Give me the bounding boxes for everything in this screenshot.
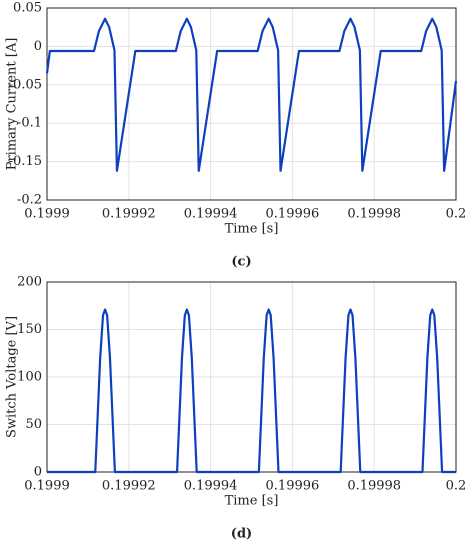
x-tick-label: 0.19992 [102, 479, 156, 494]
x-tick-label: 0.1999 [24, 479, 70, 494]
x-tick-label: 0.19998 [347, 207, 401, 222]
data-line [45, 17, 458, 172]
y-tick-label: -0.2 [17, 193, 42, 208]
y-tick-label: -0.1 [17, 116, 42, 131]
y-tick-label: 150 [17, 322, 42, 337]
x-tick-label: 0.1999 [24, 207, 70, 222]
x-tick-label: 0.2 [446, 479, 466, 494]
y-axis-label: Switch Voltage [V] [5, 316, 20, 438]
y-tick-label: 50 [25, 417, 42, 432]
y-tick-label: 100 [17, 370, 42, 385]
y-tick-label: 200 [17, 275, 42, 290]
y-tick-label: -0.05 [9, 77, 42, 92]
y-axis-label: Primary Current [A] [5, 38, 20, 171]
x-tick-label: 0.2 [446, 207, 466, 222]
y-tick-label: 0.05 [13, 1, 42, 16]
y-tick-label: 0 [34, 465, 42, 480]
y-tick-label: -0.15 [9, 154, 42, 169]
caption: (d) [231, 527, 252, 542]
x-tick-label: 0.19994 [184, 207, 238, 222]
x-axis-label: Time [s] [225, 494, 279, 509]
x-tick-label: 0.19994 [184, 479, 238, 494]
axes-frame [46, 7, 457, 201]
data-line [47, 308, 456, 474]
x-axis-label: Time [s] [225, 222, 279, 237]
x-tick-label: 0.19992 [102, 207, 156, 222]
caption: (c) [231, 255, 251, 270]
x-tick-label: 0.19996 [266, 207, 320, 222]
y-tick-label: 0 [34, 39, 42, 54]
x-tick-label: 0.19998 [347, 479, 401, 494]
x-tick-label: 0.19996 [266, 479, 320, 494]
